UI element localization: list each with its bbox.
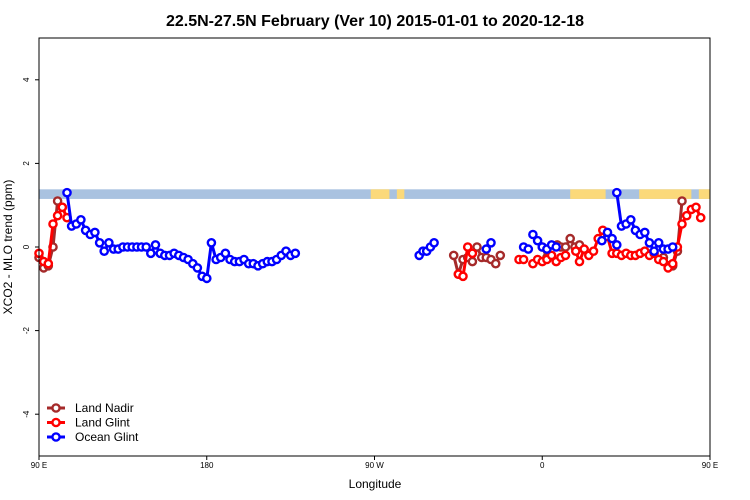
legend-label: Land Glint	[75, 416, 130, 430]
data-point	[640, 227, 650, 238]
data-point	[518, 254, 529, 265]
data-point	[574, 256, 585, 267]
data-point	[597, 235, 607, 246]
data-point	[486, 237, 496, 248]
data-point	[649, 246, 659, 256]
legend-marker	[51, 417, 61, 428]
data-point	[481, 244, 492, 254]
data-point	[52, 210, 63, 221]
data-point	[565, 233, 576, 244]
y-tick-label: 0	[22, 244, 31, 249]
data-point	[458, 271, 468, 282]
data-point	[607, 233, 617, 244]
plot-area	[34, 187, 710, 284]
data-point	[220, 248, 231, 259]
series-land-nadir	[34, 196, 687, 280]
data-point	[90, 227, 100, 238]
data-point	[145, 248, 156, 259]
y-tick-label: -4	[22, 410, 31, 418]
data-point	[467, 256, 478, 267]
land-mask-span	[639, 189, 692, 199]
data-point	[653, 237, 664, 248]
y-tick-label: -2	[22, 326, 31, 334]
data-point	[532, 235, 543, 246]
data-point	[612, 240, 622, 250]
legend-label: Ocean Glint	[75, 430, 139, 444]
x-tick-label: 0	[540, 461, 545, 470]
data-point	[528, 229, 538, 240]
data-point	[677, 219, 687, 229]
data-point	[695, 212, 706, 223]
data-point	[681, 210, 692, 221]
data-point	[667, 258, 678, 269]
data-point	[523, 244, 534, 254]
data-point	[560, 250, 571, 261]
legend-marker	[51, 432, 61, 442]
data-point	[472, 242, 482, 252]
y-tick-label: 2	[22, 161, 31, 166]
data-point	[429, 237, 439, 248]
data-point	[602, 227, 613, 238]
land-mask-span	[370, 189, 390, 199]
data-point	[658, 256, 669, 267]
series-ocean-glint	[62, 187, 678, 284]
data-point	[667, 242, 678, 252]
x-tick-label: 90 W	[365, 461, 384, 470]
legend-item: Ocean Glint	[47, 430, 139, 444]
data-point	[588, 246, 599, 256]
data-point	[201, 273, 212, 284]
data-point	[48, 219, 58, 229]
data-point	[546, 250, 557, 261]
legend-label: Land Nadir	[75, 401, 134, 415]
data-point	[626, 214, 636, 225]
data-point	[290, 248, 301, 259]
data-point	[579, 244, 590, 254]
x-tick-label: 90 E	[31, 461, 47, 470]
series-land-glint	[34, 202, 706, 282]
x-axis-title: Longitude	[349, 477, 402, 491]
x-tick-label: 90 E	[702, 461, 718, 470]
data-point	[467, 248, 478, 259]
data-point	[192, 263, 203, 273]
land-mask-span	[396, 189, 405, 199]
legend-marker	[51, 403, 61, 413]
data-point	[644, 237, 655, 248]
data-point	[141, 242, 151, 252]
data-point	[571, 246, 581, 256]
data-point	[495, 250, 506, 261]
chart-title: 22.5N-27.5N February (Ver 10) 2015-01-01…	[166, 13, 584, 30]
data-point	[560, 242, 571, 252]
y-tick-label: 4	[22, 77, 31, 82]
data-point	[448, 250, 459, 261]
axes: 90 E 180 90 W 0 90 E -4 -2 0 2 4	[22, 77, 718, 470]
data-point	[462, 242, 473, 252]
data-point	[551, 242, 562, 252]
data-point	[206, 237, 217, 248]
data-point	[677, 196, 687, 206]
land-mask-span	[698, 189, 710, 199]
data-point	[76, 214, 86, 225]
data-point	[691, 202, 701, 213]
data-point	[490, 258, 501, 269]
data-point	[43, 258, 54, 269]
y-axis-title: XCO2 - MLO trend (ppm)	[1, 180, 15, 315]
data-point	[150, 240, 161, 250]
data-point	[612, 187, 622, 198]
legend-item: Land Nadir	[47, 401, 134, 415]
data-point	[104, 237, 114, 248]
data-point	[57, 202, 68, 213]
land-mask-span	[570, 189, 606, 199]
data-point	[99, 246, 109, 256]
data-point	[52, 196, 63, 206]
data-point	[94, 237, 105, 248]
legend-item: Land Glint	[47, 416, 130, 430]
x-tick-label: 180	[200, 461, 214, 470]
data-point	[62, 187, 72, 198]
